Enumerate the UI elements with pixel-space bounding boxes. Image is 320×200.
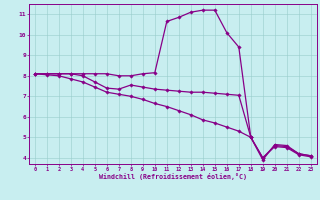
- X-axis label: Windchill (Refroidissement éolien,°C): Windchill (Refroidissement éolien,°C): [99, 173, 247, 180]
